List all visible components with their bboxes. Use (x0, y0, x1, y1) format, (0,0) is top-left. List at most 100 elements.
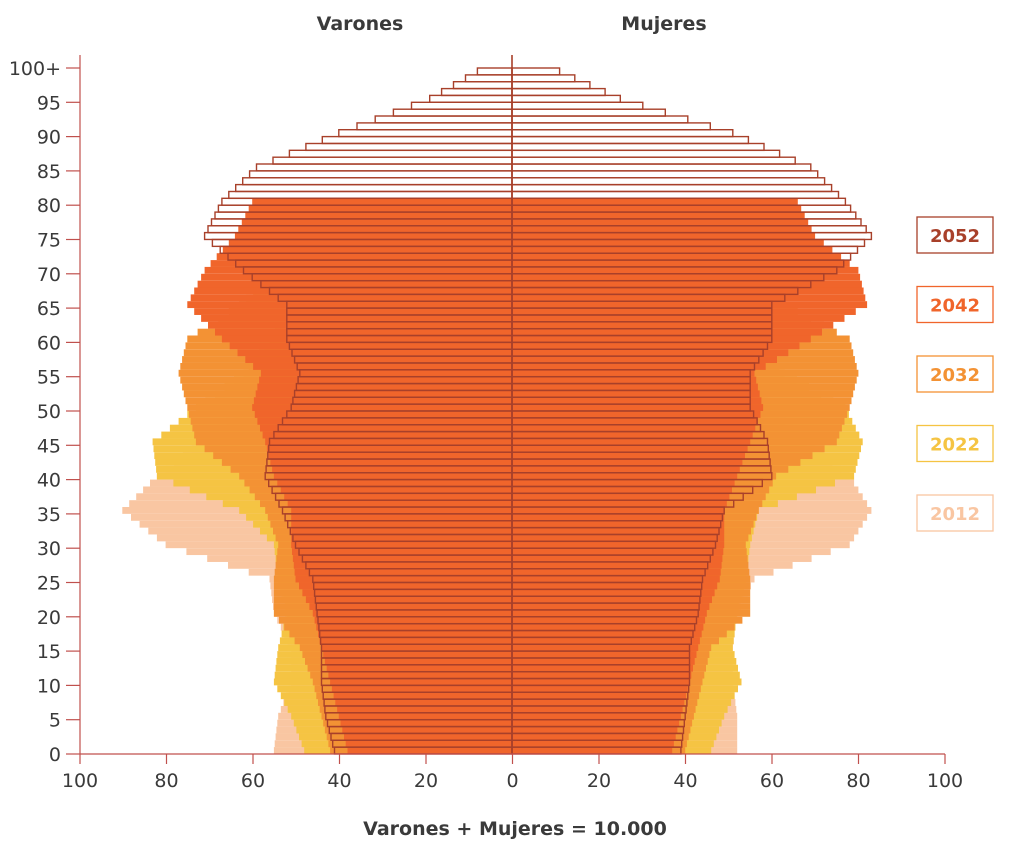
bar-2042-men-age-38 (280, 486, 512, 494)
bar-2042-women-age-59 (512, 342, 800, 350)
bar-2042-men-age-9 (331, 685, 512, 693)
bar-2052-women-age-92 (511, 115, 689, 124)
y-tick-label: 10 (37, 675, 61, 697)
bar-2042-women-age-36 (512, 500, 727, 508)
bar-2042-men-age-68 (197, 280, 512, 288)
bar-2042-women-age-65 (512, 301, 868, 309)
bar-2042-men-age-59 (229, 342, 512, 350)
y-tick-label: 95 (37, 92, 61, 114)
women-header: Mujeres (621, 13, 706, 35)
bar-2052-men-age-95 (429, 94, 513, 103)
bar-2042-men-age-1 (345, 740, 512, 748)
pyramid-series (122, 55, 873, 755)
y-tick-label: 80 (37, 195, 61, 217)
legend-item-2012: 2012 (916, 494, 994, 532)
bar-2042-men-age-61 (215, 328, 512, 336)
bar-2042-men-age-15 (321, 644, 512, 652)
bar-2042-men-age-30 (291, 541, 512, 549)
y-tick-label: 35 (37, 504, 61, 526)
x-tick-label: 40 (327, 770, 351, 792)
bar-2042-men-age-46 (262, 431, 512, 439)
legend-label: 2042 (930, 296, 980, 317)
bar-2042-women-age-40 (512, 472, 738, 480)
bar-2042-women-age-72 (512, 253, 842, 261)
bar-2042-men-age-43 (268, 452, 512, 460)
bar-2042-men-age-31 (291, 534, 512, 542)
bar-2042-women-age-54 (512, 376, 757, 384)
bar-2042-men-age-69 (201, 273, 512, 281)
bar-2042-women-age-14 (512, 651, 697, 658)
bar-2042-men-age-22 (305, 596, 512, 604)
y-tick-label: 45 (37, 435, 61, 457)
bar-2042-men-age-60 (221, 335, 512, 343)
bar-2042-men-age-8 (333, 692, 512, 700)
bar-2052-women-age-85 (511, 163, 812, 172)
bar-2042-women-age-25 (512, 575, 720, 583)
bar-2042-men-age-41 (272, 465, 512, 473)
bar-2042-women-age-15 (512, 644, 699, 652)
bar-2042-men-age-45 (265, 438, 512, 446)
bar-2042-men-age-37 (284, 493, 512, 501)
bar-2042-men-age-20 (312, 609, 512, 617)
bar-2042-men-age-57 (245, 356, 513, 363)
bar-2042-women-age-6 (512, 706, 683, 713)
bar-2052-men-age-92 (374, 115, 513, 124)
bar-2042-men-age-52 (255, 390, 512, 398)
y-tick-label: 40 (37, 470, 61, 492)
bar-2052-men-age-99 (476, 67, 513, 76)
bar-2052-men-age-96 (440, 87, 513, 97)
y-tick-label: 50 (37, 401, 61, 423)
bar-2042-women-age-41 (512, 465, 740, 473)
bar-2042-women-age-22 (512, 596, 712, 604)
y-tick-label: 60 (37, 332, 61, 354)
bar-2042-men-age-58 (237, 349, 512, 357)
bar-2042-women-age-53 (512, 383, 758, 391)
bar-2042-men-age-32 (291, 527, 512, 535)
bar-2052-women-age-94 (511, 101, 644, 110)
bar-2042-men-age-4 (340, 719, 512, 727)
bar-2042-women-age-51 (512, 397, 762, 405)
bar-2042-men-age-14 (323, 651, 512, 658)
bar-2042-women-age-12 (512, 664, 693, 672)
bar-2042-women-age-7 (512, 699, 685, 706)
bar-2042-women-age-62 (512, 321, 834, 329)
bar-2042-women-age-16 (512, 637, 700, 645)
bar-2042-men-age-78 (245, 212, 513, 219)
bar-2052-women-age-88 (511, 142, 765, 152)
bar-2052-men-age-82 (234, 183, 513, 193)
bar-2042-women-age-13 (512, 658, 695, 665)
bar-2042-men-age-35 (291, 507, 512, 514)
bar-2042-men-age-79 (248, 205, 512, 213)
legend-label: 2032 (930, 365, 980, 386)
legend-item-2042: 2042 (916, 285, 994, 324)
bar-2052-men-age-85 (255, 163, 513, 172)
legend-item-2032: 2032 (916, 355, 994, 393)
y-tick-label: 25 (37, 573, 61, 595)
bar-2042-men-age-70 (204, 266, 512, 274)
bar-2052-women-age-96 (511, 87, 606, 97)
bar-2042-men-age-44 (266, 445, 512, 453)
bar-2042-women-age-29 (512, 548, 724, 556)
bar-2042-women-age-74 (512, 239, 824, 247)
bar-2042-men-age-67 (194, 287, 512, 295)
y-tick-label: 90 (37, 127, 61, 149)
bar-2042-men-age-13 (324, 658, 512, 665)
bar-2042-women-age-39 (512, 479, 735, 487)
bar-2042-men-age-21 (309, 603, 512, 610)
bar-2042-women-age-20 (512, 609, 707, 617)
legend-box (916, 494, 994, 532)
bar-2042-men-age-25 (295, 575, 512, 583)
bar-2042-women-age-31 (512, 534, 725, 542)
bar-2042-women-age-78 (512, 212, 805, 219)
x-tick-label: 60 (760, 770, 784, 792)
bar-2042-men-age-7 (335, 699, 512, 706)
bar-2052-women-age-97 (511, 80, 591, 90)
bar-2052-women-age-86 (511, 156, 796, 165)
bar-2042-men-age-48 (257, 417, 512, 425)
legend-box (916, 424, 994, 463)
bar-2042-men-age-2 (344, 733, 512, 741)
bar-2052-women-age-81 (511, 190, 840, 200)
bar-2042-men-age-72 (216, 253, 512, 261)
bar-2042-men-age-36 (287, 500, 512, 508)
x-tick-label: 40 (673, 770, 697, 792)
